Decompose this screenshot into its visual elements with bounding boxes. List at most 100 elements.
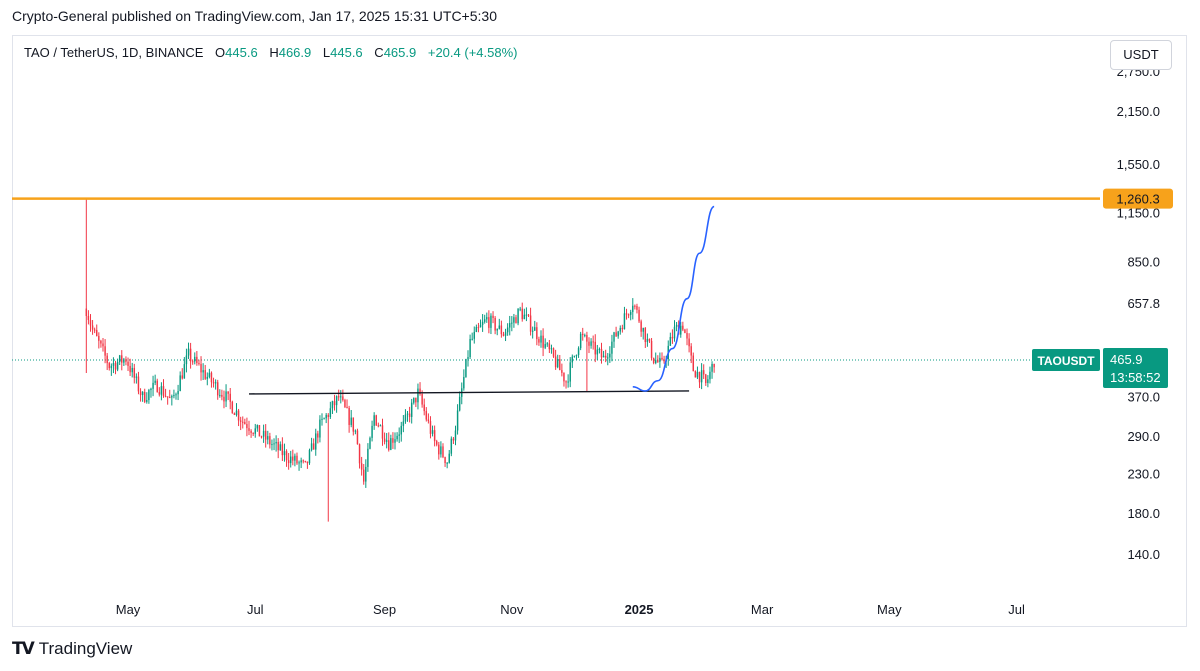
symbol-label: TAO / TetherUS, 1D, BINANCE	[24, 45, 204, 60]
candle-body	[565, 381, 567, 383]
candle-body	[504, 332, 507, 336]
candle-body	[141, 391, 144, 396]
candle-body	[154, 380, 156, 383]
candle-body	[513, 317, 515, 323]
candle-body	[575, 354, 578, 356]
symbol-tag-label: TAOUSDT	[1037, 354, 1095, 368]
close-value: 465.9	[383, 45, 417, 60]
candle-body	[129, 365, 131, 373]
time-tick-label: Nov	[500, 602, 524, 617]
candle-body	[191, 361, 194, 363]
candle-body	[212, 382, 215, 384]
change-value: +20.4 (+4.58%)	[427, 45, 518, 60]
candle-body	[227, 391, 229, 394]
candle-body	[435, 441, 438, 445]
open-value: 445.6	[225, 45, 258, 60]
candle-body	[554, 356, 557, 368]
candle-body	[283, 451, 286, 456]
candle-body	[160, 386, 163, 395]
candle-body	[340, 396, 342, 398]
candle-body	[663, 359, 665, 362]
candle-body	[707, 379, 709, 384]
candle-body	[473, 331, 475, 339]
candle-body	[198, 363, 200, 365]
price-tick-label: 290.0	[1127, 429, 1160, 444]
candle-body	[362, 469, 365, 482]
candle-body	[604, 355, 607, 358]
candle-body	[390, 438, 392, 450]
candle-body	[171, 396, 173, 398]
candle-body	[325, 414, 327, 419]
time-axis[interactable]: May Jul Sep Nov 2025 Mar May Jul	[116, 602, 1025, 617]
candle-body	[406, 413, 409, 415]
candle-body	[682, 325, 684, 330]
candle-body	[233, 413, 236, 415]
candle-body	[162, 386, 165, 396]
candle-body	[302, 460, 304, 462]
candle-body	[377, 425, 380, 427]
candle-body	[214, 382, 217, 384]
candle-body	[344, 400, 346, 407]
time-tick-label: Sep	[373, 602, 396, 617]
candle-body	[546, 343, 549, 345]
candle-body	[556, 359, 559, 368]
candle-body	[379, 425, 382, 427]
candle-body	[85, 308, 88, 316]
candle-body	[194, 356, 196, 362]
high-value: 466.9	[278, 45, 312, 60]
price-axis[interactable]: 2,750.02,150.01,550.01,150.0850.0657.837…	[1117, 64, 1160, 562]
candle-body	[148, 390, 150, 401]
candlestick-series	[85, 198, 715, 522]
candle-body	[277, 442, 279, 451]
candle-body	[289, 456, 292, 464]
candle-body	[329, 408, 332, 418]
candle-body	[304, 460, 307, 462]
candle-body	[394, 439, 396, 443]
candle-body	[433, 430, 436, 442]
candle-body	[673, 326, 676, 339]
candle-body	[571, 356, 574, 363]
candle-body	[369, 437, 371, 449]
candle-body	[281, 444, 284, 456]
projection-curve[interactable]	[632, 205, 715, 392]
candle-body	[285, 451, 288, 461]
candle-body	[702, 370, 705, 375]
candle-body	[559, 359, 561, 371]
currency-unit-button[interactable]: USDT	[1110, 40, 1172, 70]
candle-body	[492, 315, 494, 319]
candle-body	[711, 363, 713, 372]
candle-body	[627, 314, 630, 316]
candle-body	[279, 444, 282, 451]
candle-body	[135, 376, 138, 378]
low-value: 445.6	[330, 45, 363, 60]
candle-body	[116, 361, 119, 370]
time-tick-label: Jul	[1008, 602, 1025, 617]
close-label: C	[374, 45, 384, 60]
candle-body	[187, 348, 190, 356]
candle-body	[248, 428, 250, 431]
candle-body	[629, 312, 632, 315]
candle-body	[425, 411, 428, 420]
candle-body	[121, 355, 123, 363]
candle-body	[471, 338, 473, 340]
candle-body	[542, 335, 544, 348]
support-trendline[interactable]	[249, 390, 690, 395]
candle-body	[671, 336, 674, 339]
candle-body	[100, 340, 102, 344]
candle-body	[333, 401, 336, 406]
price-tick-label: 140.0	[1127, 547, 1160, 562]
candle-body	[483, 319, 486, 322]
candle-body	[156, 380, 158, 393]
candle-body	[421, 394, 423, 405]
resistance-price-tag	[1103, 188, 1173, 209]
candle-body	[392, 438, 394, 443]
candle-body	[423, 404, 425, 412]
candle-body	[106, 355, 108, 364]
candle-body	[596, 349, 599, 355]
tradingview-logo[interactable]: TV TradingView	[12, 638, 132, 660]
candle-body	[354, 430, 357, 432]
candle-body	[713, 363, 715, 368]
candle-body	[271, 444, 273, 446]
candle-body	[561, 370, 563, 373]
